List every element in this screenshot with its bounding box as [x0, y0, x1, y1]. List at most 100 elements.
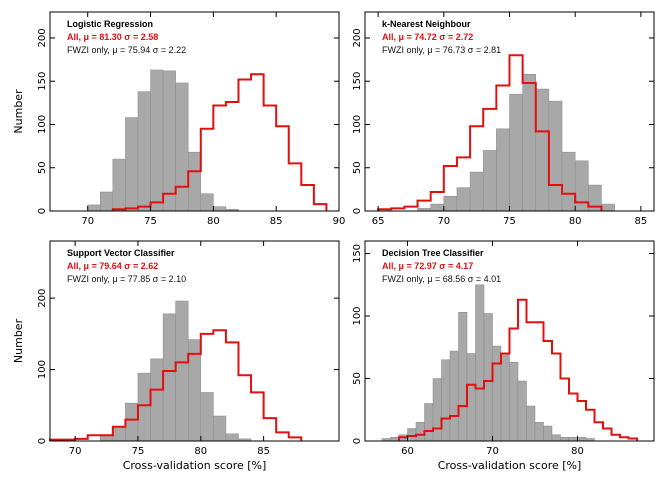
- x-tick-label: 75: [503, 216, 516, 227]
- x-tick-label: 80: [194, 446, 207, 457]
- y-tick-label: 150: [352, 72, 363, 91]
- x-axis-title: Cross-validation score [%]: [123, 459, 267, 472]
- y-tick-label: 150: [352, 244, 363, 263]
- fwzi-bar: [500, 353, 510, 442]
- fwzi-bar: [112, 158, 126, 212]
- fwzi-bar: [200, 392, 214, 442]
- y-tick-label: 50: [352, 372, 363, 385]
- fwzi-stats-annotation: FWZI only, μ = 77.85 σ = 2.10: [67, 274, 186, 284]
- axes-frame: [364, 240, 655, 442]
- y-tick-label: 100: [37, 360, 48, 379]
- all-stats-annotation: All, μ = 81.30 σ = 2.58: [67, 32, 158, 42]
- panel-title: Logistic Regression: [67, 19, 153, 29]
- fwzi-histogram: [100, 300, 252, 442]
- fwzi-bar: [496, 128, 510, 212]
- y-tick-label: 100: [37, 115, 48, 134]
- panel-2: 65 70 75 80 85 0 50 100 150 200 k-Nearest Neighbou…: [352, 11, 655, 227]
- x-tick-label: 80: [571, 446, 584, 457]
- x-tick-label: 85: [257, 446, 270, 457]
- fwzi-bar: [137, 372, 151, 442]
- all-stats-annotation: All, μ = 74.72 σ = 2.72: [382, 32, 473, 42]
- fwzi-bar: [125, 117, 139, 212]
- fwzi-bar: [424, 403, 434, 442]
- fwzi-bar: [568, 437, 578, 442]
- fwzi-bar: [475, 284, 485, 442]
- fwzi-bar: [213, 415, 227, 442]
- all-step-histogram: [49, 329, 303, 441]
- fwzi-bar: [137, 91, 151, 212]
- fwzi-stats-annotation: FWZI only, μ = 68.56 σ = 4.01: [382, 274, 501, 284]
- fwzi-stats-annotation: FWZI only, μ = 75.94 σ = 2.22: [67, 45, 186, 55]
- fwzi-bar: [175, 82, 189, 212]
- y-tick-label: 0: [352, 438, 363, 444]
- x-tick-label: 75: [144, 216, 157, 227]
- fwzi-bar: [150, 69, 164, 212]
- fwzi-bar: [469, 171, 484, 212]
- fwzi-bar: [543, 425, 553, 442]
- fwzi-histogram: [381, 284, 595, 442]
- fwzi-bar: [430, 203, 445, 212]
- fwzi-bar: [432, 378, 442, 442]
- y-tick-label: 50: [37, 161, 48, 174]
- fwzi-bar: [560, 437, 570, 442]
- x-tick-label: 70: [437, 216, 450, 227]
- panel-4: 60 70 80 0 50 100 150 Cross-validation score [%…: [352, 240, 655, 472]
- fwzi-bar: [441, 359, 451, 442]
- x-tick-label: 60: [401, 446, 414, 457]
- fwzi-bar: [415, 422, 425, 442]
- y-axis-title: Number: [12, 318, 25, 363]
- y-tick-label: 200: [37, 28, 48, 47]
- fwzi-bar: [112, 426, 126, 442]
- fwzi-bar: [466, 353, 476, 442]
- fwzi-bar: [100, 191, 114, 212]
- fwzi-bar: [443, 196, 458, 212]
- x-tick-label: 70: [81, 216, 94, 227]
- fwzi-bar: [526, 405, 536, 442]
- x-tick-label: 90: [333, 216, 346, 227]
- panel-3: 70 75 80 85 0 100 200 Number Cross-validation sc…: [12, 240, 340, 472]
- all-step-histogram: [111, 73, 328, 211]
- fwzi-bar: [456, 187, 471, 212]
- all-step-histogram: [398, 298, 638, 441]
- y-tick-label: 150: [37, 72, 48, 91]
- fwzi-bar: [483, 313, 493, 442]
- axes-frame: [49, 240, 340, 442]
- fwzi-bar: [125, 402, 139, 442]
- all-stats-annotation: All, μ = 79.64 σ = 2.62: [67, 261, 158, 271]
- x-tick-label: 70: [486, 446, 499, 457]
- x-tick-label: 85: [270, 216, 283, 227]
- fwzi-bar: [162, 70, 176, 212]
- fwzi-bar: [509, 93, 523, 212]
- y-axis-title: Number: [12, 89, 25, 134]
- fwzi-bar: [187, 151, 202, 212]
- fwzi-bar: [458, 312, 468, 442]
- fwzi-histogram: [417, 74, 615, 212]
- fwzi-bar: [162, 313, 176, 442]
- fwzi-bar: [150, 358, 164, 442]
- fwzi-bar: [561, 151, 576, 212]
- fwzi-bar: [175, 300, 189, 442]
- y-tick-label: 100: [352, 115, 363, 134]
- fwzi-stats-annotation: FWZI only, μ = 76.73 σ = 2.81: [382, 45, 501, 55]
- fwzi-bar: [225, 433, 239, 442]
- fwzi-bar: [449, 350, 459, 442]
- fwzi-bar: [535, 88, 550, 212]
- x-tick-label: 80: [207, 216, 220, 227]
- fwzi-bar: [213, 206, 227, 212]
- y-tick-label: 200: [37, 289, 48, 308]
- fwzi-bar: [390, 437, 400, 442]
- y-tick-label: 0: [352, 208, 363, 214]
- fwzi-histogram: [87, 69, 239, 212]
- panel-title: Support Vector Classifier: [67, 248, 175, 258]
- fwzi-bar: [407, 428, 417, 442]
- all-stats-annotation: All, μ = 72.97 σ = 4.17: [382, 261, 473, 271]
- x-tick-label: 80: [569, 216, 582, 227]
- y-tick-label: 0: [37, 438, 48, 444]
- x-tick-label: 65: [372, 216, 385, 227]
- fwzi-bar: [522, 74, 537, 212]
- fwzi-bar: [577, 437, 587, 442]
- y-tick-label: 50: [352, 161, 363, 174]
- fwzi-bar: [548, 100, 563, 212]
- panel-title: k-Nearest Neighbour: [382, 19, 471, 29]
- panel-title: Decision Tree Classifier: [382, 248, 484, 258]
